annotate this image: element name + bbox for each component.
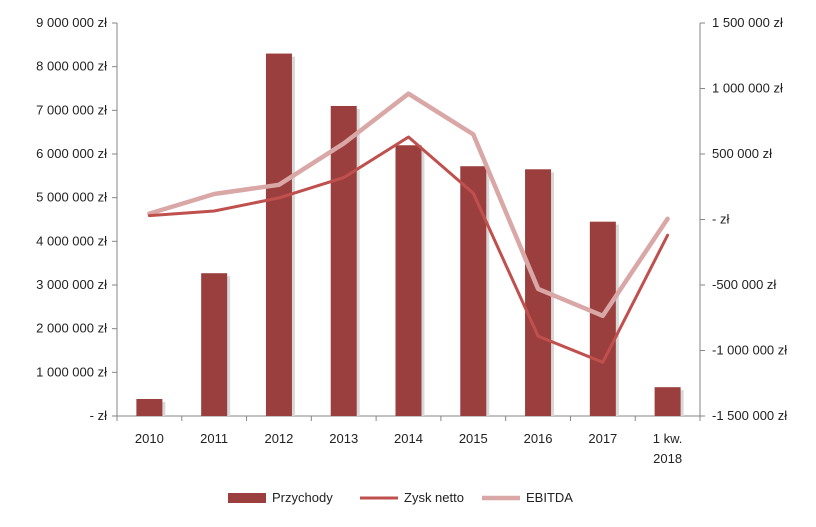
bar-przychody: [654, 387, 681, 416]
bar-series-group: [136, 53, 684, 417]
right-axis-tick-label: - zł: [712, 212, 729, 227]
left-axis-tick-labels: 9 000 000 zł 8 000 000 zł 7 000 000 zł 6 00…: [36, 15, 107, 423]
left-axis-tick-label: - zł: [90, 408, 107, 423]
legend-label-zysk-netto: Zysk netto: [404, 490, 464, 505]
right-axis-tick-labels: 1 500 000 zł 1 000 000 zł 500 000 zł - zł -5…: [712, 15, 787, 423]
right-axis-tick-label: -1 000 000 zł: [712, 343, 787, 358]
bar-przychody: [265, 53, 292, 417]
right-axis-tick-label: 1 500 000 zł: [712, 15, 783, 30]
x-axis-tick-labels: 2010 2011 2012 2013 2014 2015 2016 2017 1 kw. 201…: [135, 431, 682, 466]
x-axis-tick-label: 2015: [459, 431, 488, 446]
bar-przychody: [589, 221, 616, 416]
x-axis-tick-label: 2011: [200, 431, 228, 446]
legend-label-przychody: Przychody: [272, 490, 333, 505]
left-axis-tick-label: 9 000 000 zł: [36, 15, 107, 30]
left-axis-tick-label: 5 000 000 zł: [36, 190, 107, 205]
bar-przychody: [330, 105, 357, 416]
right-axis-tick-label: -1 500 000 zł: [712, 408, 787, 423]
line-series-group: [147, 91, 670, 364]
bar-przychody: [201, 273, 228, 416]
left-axis-tick-label: 7 000 000 zł: [36, 102, 107, 117]
bar-przychody: [460, 166, 487, 416]
right-axis-tick-label: 1 000 000 zł: [712, 81, 783, 96]
legend-label-ebitda: EBITDA: [526, 490, 573, 505]
bar-przychody: [395, 145, 422, 416]
right-axis-tick-label: 500 000 zł: [712, 146, 772, 161]
left-axis-tick-label: 2 000 000 zł: [36, 321, 107, 336]
left-axis-tick-label: 3 000 000 zł: [36, 277, 107, 292]
right-axis-tick-label: -500 000 zł: [712, 277, 776, 292]
x-axis-tick-label: 2017: [588, 431, 617, 446]
left-axis-tick-label: 6 000 000 zł: [36, 146, 107, 161]
line-ebitda: [147, 91, 670, 319]
x-axis-tick-label: 2012: [264, 431, 293, 446]
legend-swatch-przychody: [228, 493, 266, 503]
x-axis-tick-label: 2014: [394, 431, 423, 446]
bar-przychody: [136, 398, 163, 416]
left-axis-tick-label: 8 000 000 zł: [36, 59, 107, 74]
x-axis-tick-label: 1 kw. 2018: [653, 431, 683, 466]
x-axis-tick-label: 2016: [524, 431, 553, 446]
x-axis-tick-label: 2013: [329, 431, 358, 446]
left-axis-tick-label: 4 000 000 zł: [36, 233, 107, 248]
left-axis-tick-label: 1 000 000 zł: [36, 364, 107, 379]
line-zysk-netto: [147, 135, 670, 364]
legend: Przychody Zysk netto EBITDA: [228, 490, 573, 505]
x-axis-tick-label: 2010: [135, 431, 164, 446]
